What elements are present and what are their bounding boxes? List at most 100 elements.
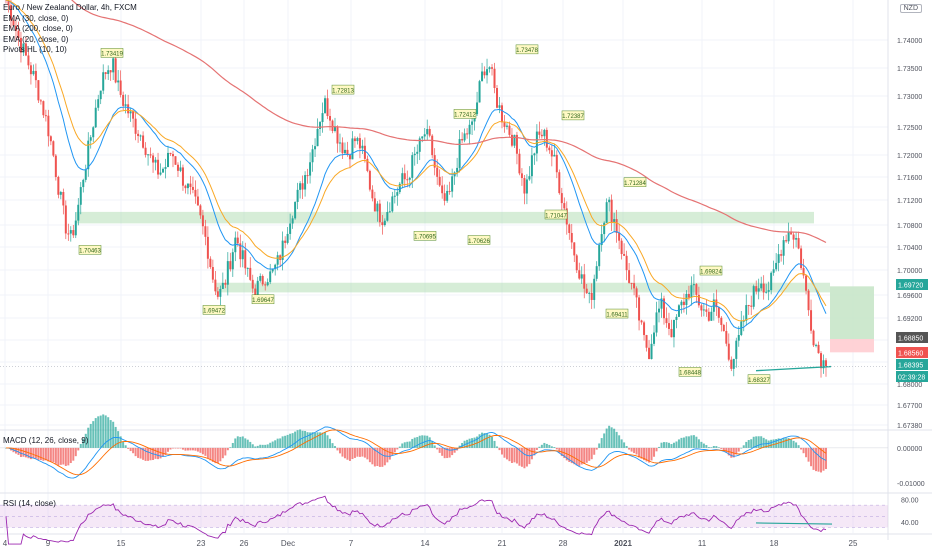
pivot-label-box: [467, 235, 491, 245]
macd-histogram-bar: [144, 447, 147, 461]
candle-body: [810, 310, 813, 331]
candle-body: [294, 201, 297, 219]
indicator-pivots[interactable]: Pivots HL (10, 10): [3, 45, 67, 54]
candle-body: [249, 267, 252, 280]
macd-histogram-bar: [755, 436, 758, 448]
macd-histogram-bar: [580, 447, 583, 465]
candle-body: [286, 233, 289, 243]
currency-badge[interactable]: NZD: [899, 4, 922, 13]
price-axis-tick: 1.74000: [897, 38, 922, 45]
macd-histogram-bar: [44, 447, 47, 461]
candle-body: [366, 158, 369, 171]
candle-body: [112, 58, 115, 73]
candle-body: [236, 237, 239, 244]
candle-body: [261, 275, 264, 285]
pivot-label-box: [453, 109, 477, 119]
candle-body: [129, 111, 132, 114]
macd-histogram-bar: [74, 447, 77, 457]
macd-histogram-bar: [319, 432, 322, 448]
candle-body: [411, 155, 414, 178]
candle-body: [326, 98, 329, 117]
macd-histogram-bar: [37, 447, 40, 460]
candle-body: [7, 0, 10, 6]
candle-body: [820, 353, 823, 369]
candle-body: [802, 268, 805, 276]
candles: [5, 0, 827, 378]
macd-histogram-bar: [157, 447, 160, 460]
candle-body: [675, 316, 678, 320]
macd-histogram-bar: [204, 447, 207, 456]
candle-body: [770, 272, 773, 291]
candle-body: [737, 334, 740, 341]
candle-body: [152, 155, 155, 163]
macd-histogram-bar: [324, 432, 327, 448]
time-axis-tick: 26: [240, 539, 249, 548]
symbol-title[interactable]: Euro / New Zealand Dollar, 4h, FXCM: [3, 3, 137, 12]
indicator-ema200[interactable]: EMA (200, close, 0): [3, 24, 73, 33]
macd-histogram-bar: [762, 437, 765, 448]
macd-histogram-bar: [122, 441, 125, 448]
legend: Euro / New Zealand Dollar, 4h, FXCM EMA …: [3, 3, 137, 56]
macd-histogram-bar: [219, 447, 222, 462]
macd-histogram-bar: [550, 446, 553, 448]
macd-title[interactable]: MACD (12, 26, close, 9): [3, 436, 89, 445]
candle-body: [705, 309, 708, 312]
price-tag-label: 02:39:28: [898, 375, 925, 382]
macd-histogram-bar: [623, 442, 626, 448]
macd-histogram-bar: [67, 447, 70, 466]
pivot-label: 1.69824: [700, 269, 722, 275]
candle-body: [376, 203, 379, 212]
macd-histogram-bar: [595, 447, 598, 450]
candle-body: [760, 283, 763, 289]
macd-histogram-bar: [162, 447, 165, 457]
macd-histogram-bar: [670, 444, 673, 448]
candle-body: [471, 121, 474, 125]
macd-histogram-bar: [176, 447, 179, 449]
support-zone-lower: [216, 282, 830, 293]
candle-body: [628, 270, 631, 283]
macd-histogram-bar: [57, 447, 60, 466]
candle-body: [47, 115, 50, 137]
candle-body: [19, 37, 22, 53]
candle-body: [77, 204, 80, 221]
candle-body: [498, 105, 501, 108]
candle-body: [653, 332, 656, 344]
time-axis[interactable]: 4 9 15 23 26 Dec 7 14 21 28 2021 11 18 25: [3, 539, 858, 548]
candle-body: [117, 80, 120, 83]
macd-histogram-bar: [593, 447, 596, 455]
candle-body: [800, 248, 803, 269]
macd-histogram-bar: [697, 439, 700, 448]
macd-histogram-bar: [491, 436, 494, 448]
price-axis-tick: 1.69600: [897, 293, 922, 300]
candle-body: [216, 291, 219, 297]
candle-body: [528, 176, 531, 180]
candle-body: [32, 70, 35, 75]
candle-body: [361, 145, 364, 149]
macd-signal-line: [6, 429, 827, 476]
indicator-ema30[interactable]: EMA (30, close, 0): [3, 13, 69, 23]
macd-histogram-bar: [321, 432, 324, 448]
price-axis[interactable]: 1.74000 1.73500 1.73000 1.72500 1.72000 1.716…: [896, 38, 928, 430]
candle-body: [244, 250, 247, 269]
pivot-label-box: [100, 48, 124, 58]
macd-histogram-bar: [515, 447, 518, 464]
macd-histogram-bar: [672, 442, 675, 448]
macd-histogram-bar: [618, 435, 621, 448]
macd-histogram-bar: [393, 447, 396, 453]
candle-body: [660, 298, 663, 309]
macd-histogram-bar: [700, 441, 703, 448]
rsi-title[interactable]: RSI (14, close): [3, 499, 56, 508]
candle-body: [154, 159, 157, 163]
macd-histogram-bar: [812, 447, 815, 470]
candle-body: [224, 282, 227, 285]
candle-body: [59, 192, 62, 195]
macd-histogram-bar: [102, 414, 105, 448]
macd-histogram-bar: [19, 447, 22, 457]
macd-histogram-bar: [376, 447, 379, 467]
macd-histogram-bar: [234, 438, 237, 448]
macd-histogram-bar: [810, 447, 813, 467]
indicator-ema20[interactable]: EMA (20, close, 0): [3, 34, 69, 44]
candle-body: [149, 154, 152, 156]
